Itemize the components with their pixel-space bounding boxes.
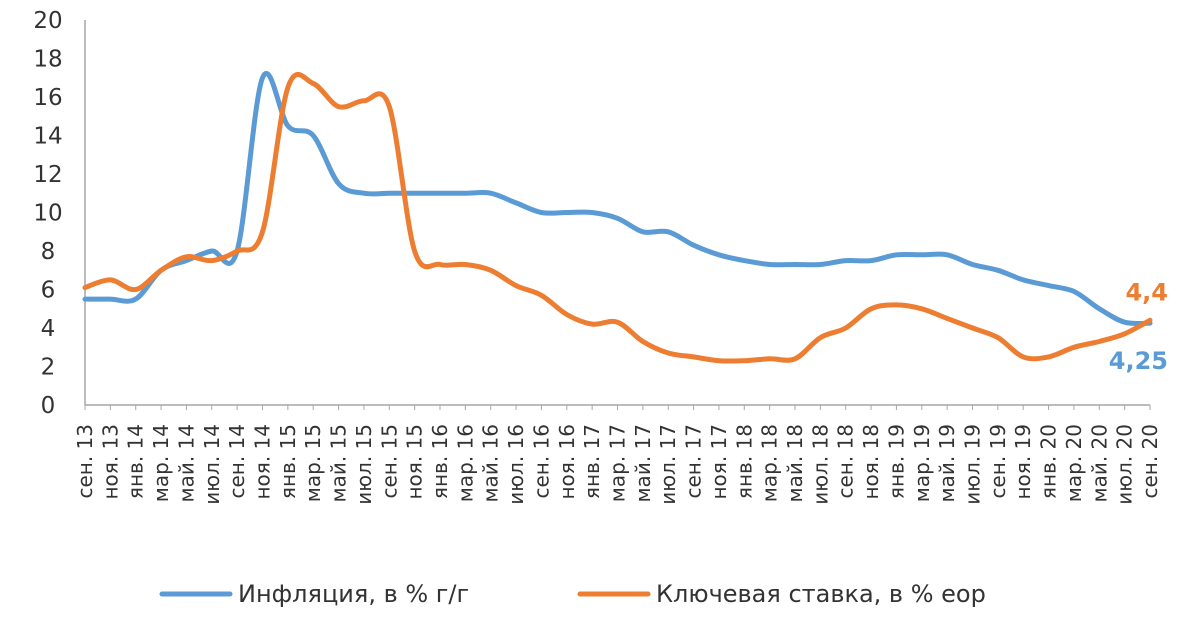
x-tick-label: мар. 19 [910,424,934,502]
legend: Инфляция, в % г/г Ключевая ставка, в % ео… [159,580,986,608]
y-tick-label: 10 [33,201,62,227]
x-tick-label: май. 19 [935,424,959,503]
x-tick-labels: сен. 13 ноя. 13 янв. 14 мар. 14 май. 14 июл. … [73,424,1162,505]
series-lines [82,71,1153,364]
x-tick-label: июл. 15 [352,424,376,505]
x-tick-label: сен. 15 [377,424,401,499]
x-tick-label: ноя. 14 [251,424,275,500]
x-tick-label: сен. 14 [225,424,249,499]
y-tick-label: 12 [33,162,62,188]
x-tick-label: сен. 16 [529,424,553,499]
y-tick-label: 20 [33,8,62,34]
x-tick-label: мар. 15 [301,424,325,502]
x-tick-label: май. 18 [783,424,807,503]
key-rate-line [82,72,1153,364]
x-tick-label: май. 14 [174,424,198,503]
x-tick-label: янв. 17 [580,424,604,499]
x-tick-label: ноя. 17 [707,424,731,500]
x-tick-label: янв. 19 [884,424,908,499]
x-tick-label: июл. 14 [200,424,224,505]
x-tick-label: ноя. 15 [403,424,427,500]
x-tick-label: май. 16 [479,424,503,503]
y-tick-labels: 0 2 4 6 8 10 12 14 16 18 20 [33,8,62,419]
x-tick-label: ноя. 16 [555,424,579,500]
y-tick-label: 8 [41,239,56,265]
x-tick-label: июл. 20 [1113,424,1137,505]
x-tick-label: ноя. 13 [98,424,122,500]
y-tick-label: 14 [33,124,62,150]
x-tick-label: мар. 18 [758,424,782,502]
x-tick-label: июл. 19 [961,424,985,505]
x-tick-label: янв. 18 [732,424,756,499]
x-tick-label: июл. 18 [808,424,832,505]
end-labels: 4,25 4,4 [1109,278,1168,375]
y-tick-label: 0 [41,393,56,419]
y-tick-label: 6 [41,278,56,304]
x-tick-label: янв. 20 [1037,424,1061,499]
x-tick-label: сен. 13 [73,424,97,499]
inflation-line [82,71,1153,327]
y-tick-label: 2 [41,355,56,381]
y-tick-label: 4 [41,316,56,342]
legend-label-inflation: Инфляция, в % г/г [238,580,469,608]
x-tick-label: мар. 16 [453,424,477,502]
y-tick-label: 18 [33,47,62,73]
x-tick-label: май. 17 [631,424,655,503]
x-tick-label: июл. 16 [504,424,528,505]
x-tick-label: мар. 17 [606,424,630,502]
x-tick-label: мар. 20 [1062,424,1086,502]
x-tick-label: ноя. 18 [859,424,883,500]
x-tick-label: июл. 17 [656,424,680,505]
x-tick-label: ноя. 19 [1011,424,1035,500]
x-tick-label: янв. 14 [124,424,148,499]
x-tick-label: сен. 20 [1138,424,1162,499]
x-tick-label: май. 15 [327,424,351,503]
x-tick-label: янв. 15 [276,424,300,499]
inflation-end-label: 4,25 [1109,347,1168,375]
axes [84,20,1151,410]
x-tick-label: сен. 19 [986,424,1010,499]
x-tick-label: сен. 17 [682,424,706,499]
x-tick-label: сен. 18 [834,424,858,499]
y-tick-label: 16 [33,85,62,111]
key-rate-end-label: 4,4 [1125,278,1168,306]
x-tick-label: мар. 14 [149,424,173,502]
x-tick-label: май. 20 [1087,424,1111,503]
legend-label-key-rate: Ключевая ставка, в % еор [656,580,986,608]
x-tick-label: янв. 16 [428,424,452,499]
